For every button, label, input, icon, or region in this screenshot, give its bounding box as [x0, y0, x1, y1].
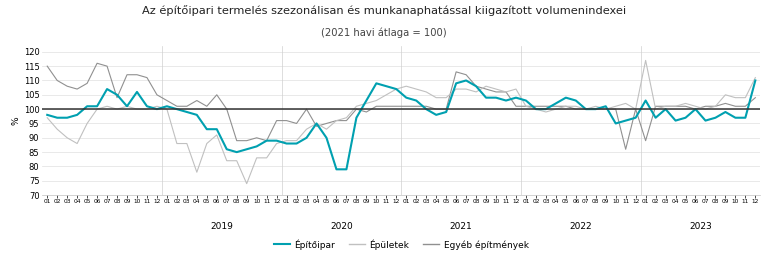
Y-axis label: %: % [12, 116, 21, 125]
Text: 2021: 2021 [450, 222, 472, 231]
Text: 2023: 2023 [689, 222, 712, 231]
Text: 2020: 2020 [330, 222, 353, 231]
Text: (2021 havi átlaga = 100): (2021 havi átlaga = 100) [321, 27, 447, 38]
Text: Az építőipari termelés szezonálisan és munkanaphatással kiigazított volumenindex: Az építőipari termelés szezonálisan és m… [142, 5, 626, 16]
Text: 2019: 2019 [210, 222, 233, 231]
Text: 2022: 2022 [570, 222, 592, 231]
Legend: Építőipar, Épületek, Egyéb építmények: Építőipar, Épületek, Egyéb építmények [270, 235, 532, 253]
